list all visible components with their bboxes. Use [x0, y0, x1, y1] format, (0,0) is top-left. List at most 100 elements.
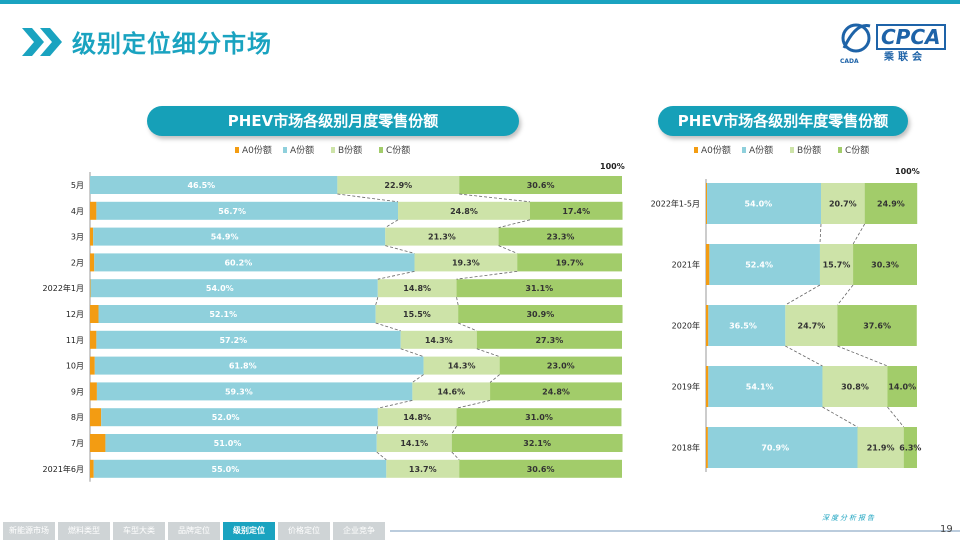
legend-label: A份额 — [290, 144, 314, 156]
data-label: 54.9% — [211, 233, 239, 242]
connector-line — [852, 223, 866, 245]
footer-tab[interactable]: 品牌定位 — [168, 522, 220, 540]
data-label: 14.0% — [888, 383, 916, 392]
bar-segment — [476, 330, 622, 349]
connector-line — [459, 193, 531, 203]
data-label: 36.5% — [729, 322, 757, 331]
bar-segment — [459, 176, 622, 194]
connector-line — [489, 374, 500, 383]
bar-segment — [903, 427, 917, 468]
bar-segment — [93, 459, 387, 478]
data-label: 57.2% — [219, 336, 247, 345]
data-label: 30.8% — [841, 383, 869, 392]
top-100-label: 100% — [895, 167, 920, 176]
bar-segment — [822, 366, 888, 407]
bar-segment — [819, 244, 854, 285]
category-tick-label: 2022年1-5月 — [651, 199, 700, 209]
footer-tab[interactable]: 新能源市场 — [3, 522, 55, 540]
data-label: 6.3% — [899, 444, 921, 453]
legend-swatch — [331, 147, 335, 153]
category-tick-label: 7月 — [71, 439, 84, 448]
bar-segment — [456, 279, 622, 298]
legend-label: A0份额 — [701, 144, 731, 156]
bar-segment — [377, 279, 457, 298]
category-tick-label: 2022年1月 — [43, 283, 84, 293]
bar-segment — [706, 427, 708, 468]
footer-slogan: 深度分析报告 — [822, 514, 876, 522]
data-label: 22.9% — [384, 181, 412, 190]
connector-line — [337, 193, 399, 203]
data-label: 19.3% — [452, 258, 480, 267]
bar-segment — [386, 459, 460, 478]
logo-cn: 乘联会 — [884, 52, 926, 63]
bar-segment — [498, 227, 623, 246]
bar-segment — [93, 227, 386, 246]
bar-segment — [376, 434, 452, 452]
connector-line — [457, 322, 477, 332]
bar-segment — [90, 279, 378, 298]
footer-tab[interactable]: 车型大类 — [113, 522, 165, 540]
data-label: 60.2% — [224, 258, 252, 267]
logo-tag: CADA — [840, 58, 859, 65]
connector-line — [412, 374, 424, 383]
data-label: 14.8% — [403, 413, 431, 422]
bar-segment — [456, 408, 622, 427]
data-label: 55.0% — [212, 465, 240, 474]
data-label: 20.7% — [829, 200, 857, 209]
category-tick-label: 4月 — [71, 207, 84, 216]
data-label: 52.0% — [212, 413, 240, 422]
bar-segment — [105, 434, 377, 452]
bar-segment — [90, 434, 106, 452]
footer-tab[interactable]: 燃料类型 — [58, 522, 110, 540]
connector-line — [377, 271, 415, 280]
bar-segment — [375, 305, 459, 323]
bar-segment — [857, 427, 904, 468]
legend-label: A份额 — [749, 144, 773, 156]
connector-line — [498, 245, 518, 254]
connector-line — [451, 451, 460, 461]
bar-segment — [864, 183, 918, 224]
connector-line — [456, 297, 459, 306]
legend-label: C份额 — [386, 144, 410, 156]
monthly-chart-title: PHEV市场各级别月度零售份额 — [147, 106, 519, 136]
data-label: 30.3% — [871, 261, 899, 270]
category-tick-label: 2020年 — [672, 321, 700, 331]
legend-swatch — [694, 147, 698, 153]
data-label: 27.3% — [535, 336, 563, 345]
yearly-chart-title: PHEV市场各级别年度零售份额 — [658, 106, 908, 136]
footer-tab[interactable]: 级别定位 — [223, 522, 275, 540]
data-label: 31.1% — [525, 284, 553, 293]
bar-segment — [90, 253, 95, 272]
bar-segment — [529, 201, 623, 220]
bar-segment — [785, 305, 838, 346]
bar-segment — [90, 176, 338, 194]
bar-segment — [94, 253, 415, 272]
connector-line — [385, 219, 399, 228]
bar-segment — [90, 201, 97, 220]
data-label: 51.0% — [214, 439, 242, 448]
connector-line — [375, 322, 401, 332]
bar-segment — [96, 330, 401, 349]
top-100-label: 100% — [600, 162, 625, 171]
bar-segment — [90, 459, 94, 478]
connector-line — [887, 406, 905, 428]
connector-line — [822, 406, 858, 428]
data-label: 24.8% — [542, 387, 570, 396]
category-tick-label: 2月 — [71, 258, 84, 267]
bar-segment — [90, 305, 99, 323]
legend-swatch — [235, 147, 239, 153]
bar-segment — [887, 366, 917, 407]
data-label: 30.6% — [527, 181, 555, 190]
connector-line — [376, 426, 379, 435]
connector-line — [456, 400, 491, 409]
legend-label: C份额 — [845, 144, 869, 156]
footer-tab[interactable]: 企业竞争 — [333, 522, 385, 540]
category-tick-label: 2018年 — [672, 443, 700, 453]
data-label: 14.1% — [400, 439, 428, 448]
footer-tab[interactable]: 价格定位 — [278, 522, 330, 540]
connector-line — [451, 425, 457, 435]
bar-segment — [499, 356, 622, 375]
bar-segment — [706, 305, 709, 346]
data-label: 14.3% — [425, 336, 453, 345]
